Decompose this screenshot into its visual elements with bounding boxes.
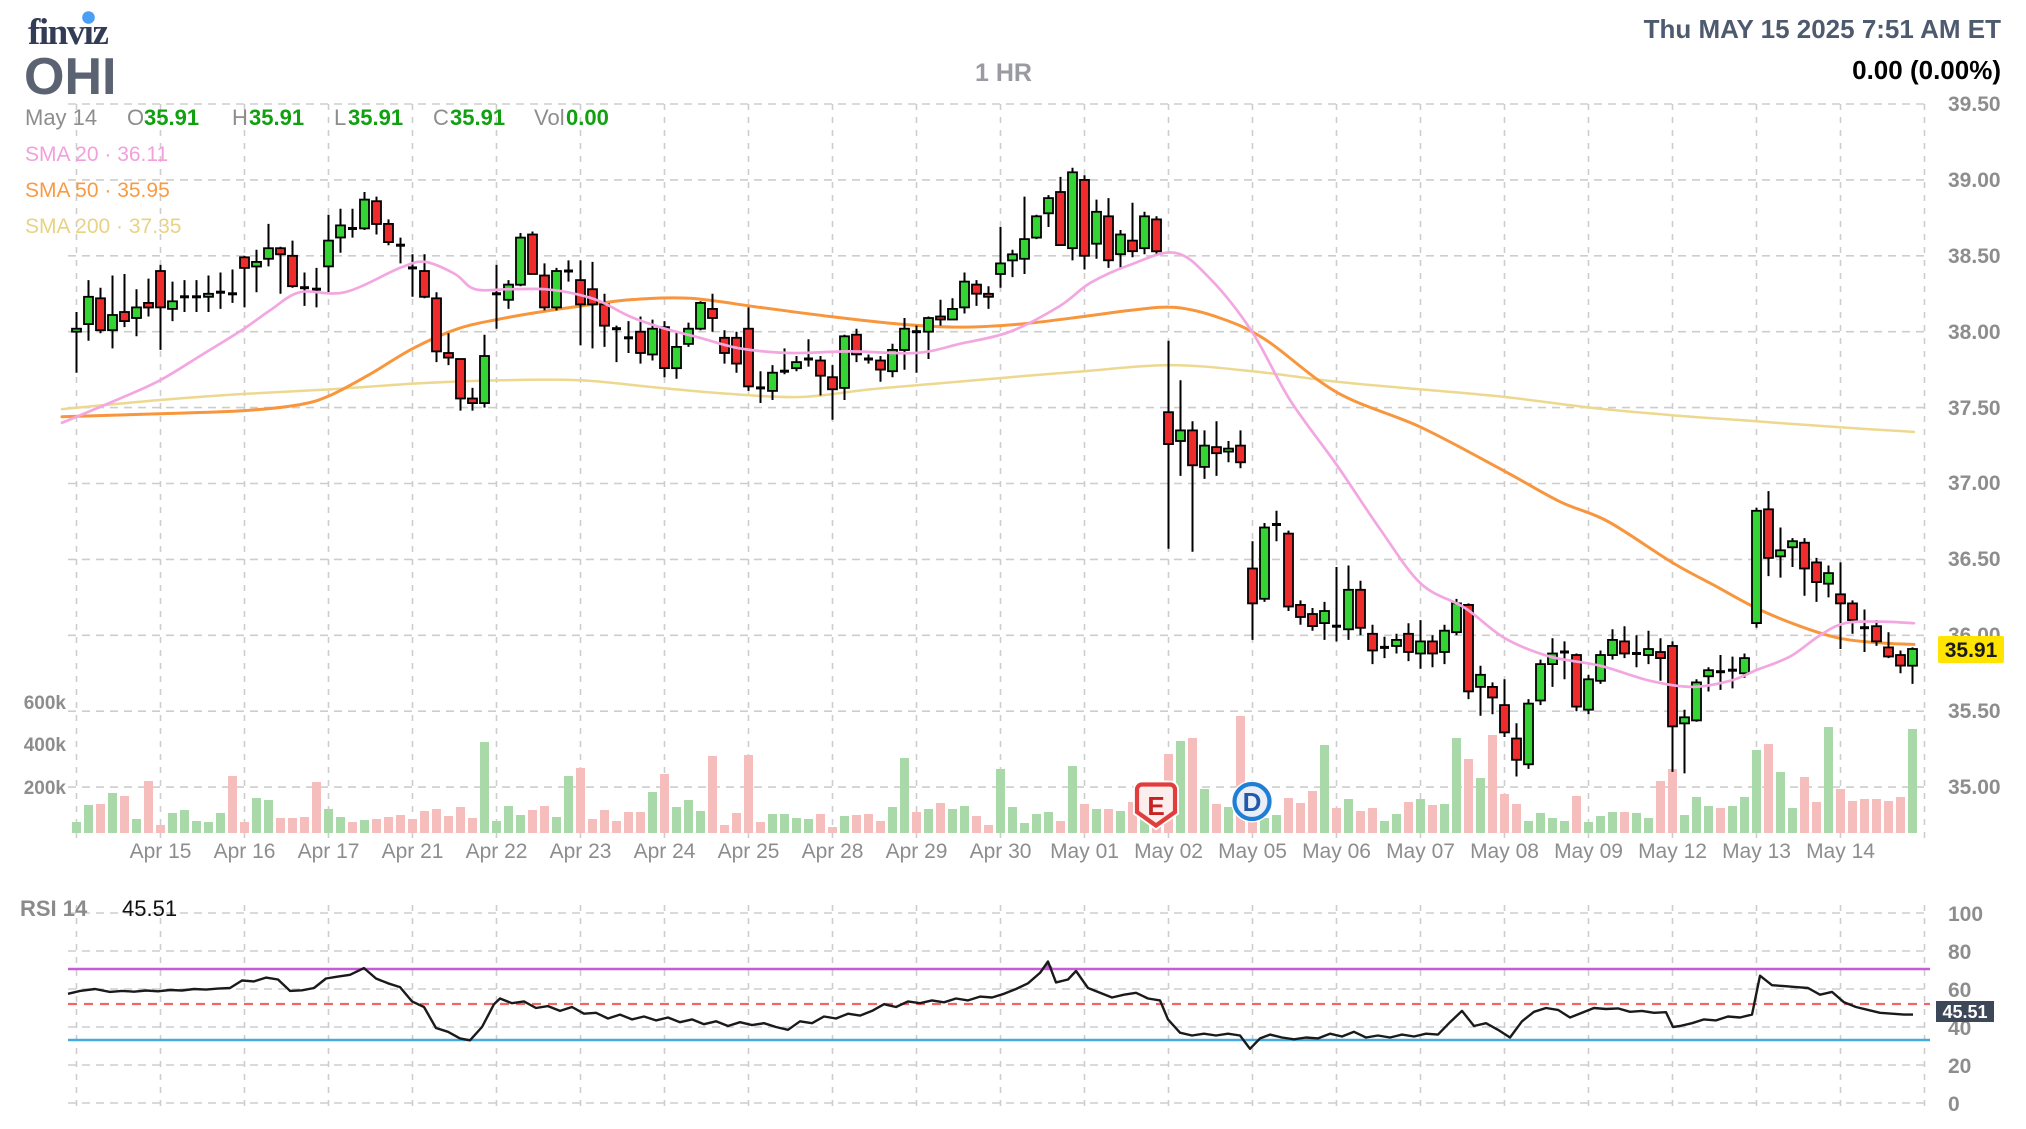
svg-text:RSI 14: RSI 14: [20, 896, 88, 921]
svg-text:0: 0: [1948, 1093, 1960, 1116]
svg-text:May 08: May 08: [1470, 840, 1539, 863]
svg-text:400k: 400k: [24, 735, 67, 756]
svg-text:Apr 29: Apr 29: [886, 840, 948, 863]
svg-text:200k: 200k: [24, 778, 67, 799]
svg-text:D: D: [1243, 787, 1262, 817]
svg-text:Thu MAY 15 2025 7:51 AM ET: Thu MAY 15 2025 7:51 AM ET: [1644, 14, 2002, 44]
svg-text:May 01: May 01: [1050, 840, 1119, 863]
svg-text:SMA 50 · 35.95: SMA 50 · 35.95: [25, 179, 170, 202]
svg-text:45.51: 45.51: [122, 896, 177, 921]
svg-text:60: 60: [1948, 979, 1971, 1002]
svg-text:37.50: 37.50: [1948, 397, 2001, 420]
svg-text:Apr 16: Apr 16: [214, 840, 276, 863]
svg-text:35.50: 35.50: [1948, 700, 2001, 723]
svg-text:May 09: May 09: [1554, 840, 1623, 863]
svg-text:Apr 22: Apr 22: [466, 840, 528, 863]
svg-text:35.91: 35.91: [249, 105, 304, 130]
svg-text:0.00 (0.00%): 0.00 (0.00%): [1852, 55, 2001, 85]
svg-text:May 14: May 14: [25, 105, 97, 130]
svg-text:finviz: finviz: [28, 12, 108, 53]
svg-text:May 05: May 05: [1218, 840, 1287, 863]
svg-text:Apr 17: Apr 17: [298, 840, 360, 863]
svg-text:Apr 28: Apr 28: [802, 840, 864, 863]
svg-text:38.50: 38.50: [1948, 245, 2001, 268]
svg-text:35.91: 35.91: [450, 105, 505, 130]
svg-text:Apr 24: Apr 24: [634, 840, 696, 863]
svg-text:35.91: 35.91: [1945, 639, 1998, 662]
svg-text:Vol: Vol: [534, 105, 565, 130]
svg-text:20: 20: [1948, 1055, 1971, 1078]
svg-text:Apr 30: Apr 30: [970, 840, 1032, 863]
svg-text:May 07: May 07: [1386, 840, 1455, 863]
svg-text:O: O: [127, 105, 144, 130]
svg-text:SMA 200 · 37.35: SMA 200 · 37.35: [25, 215, 181, 238]
svg-text:May 12: May 12: [1638, 840, 1707, 863]
svg-text:600k: 600k: [24, 693, 67, 714]
svg-text:40: 40: [1948, 1017, 1971, 1040]
svg-text:May 02: May 02: [1134, 840, 1203, 863]
svg-text:36.50: 36.50: [1948, 548, 2001, 571]
svg-text:May 06: May 06: [1302, 840, 1371, 863]
svg-text:39.50: 39.50: [1948, 93, 2001, 116]
svg-text:C: C: [433, 105, 449, 130]
svg-text:May 13: May 13: [1722, 840, 1791, 863]
svg-text:Apr 25: Apr 25: [718, 840, 780, 863]
svg-text:E: E: [1147, 791, 1164, 821]
svg-text:35.91: 35.91: [144, 105, 199, 130]
svg-text:35.91: 35.91: [348, 105, 403, 130]
svg-text:80: 80: [1948, 941, 1971, 964]
svg-text:39.00: 39.00: [1948, 169, 2001, 192]
svg-text:May 14: May 14: [1806, 840, 1875, 863]
svg-text:H: H: [232, 105, 248, 130]
svg-text:L: L: [334, 105, 346, 130]
svg-text:100: 100: [1948, 903, 1983, 926]
svg-text:38.00: 38.00: [1948, 321, 2001, 344]
svg-text:Apr 21: Apr 21: [382, 840, 444, 863]
svg-text:45.51: 45.51: [1942, 1002, 1987, 1022]
svg-text:SMA 20 · 36.11: SMA 20 · 36.11: [25, 143, 168, 166]
svg-text:0.00: 0.00: [566, 105, 609, 130]
svg-text:OHI: OHI: [24, 48, 116, 106]
svg-text:Apr 23: Apr 23: [550, 840, 612, 863]
svg-text:1 HR: 1 HR: [975, 59, 1032, 87]
svg-text:Apr 15: Apr 15: [130, 840, 192, 863]
svg-text:37.00: 37.00: [1948, 472, 2001, 495]
svg-text:35.00: 35.00: [1948, 776, 2001, 799]
